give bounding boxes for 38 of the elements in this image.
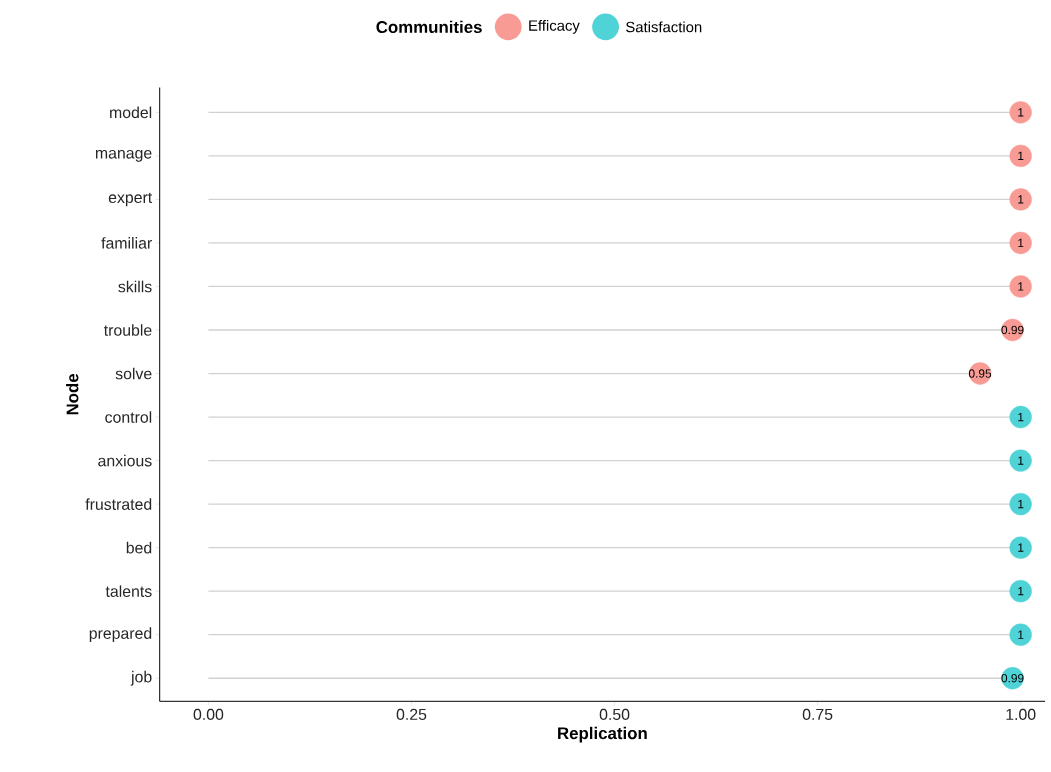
- x-tick-label: 0.00: [193, 708, 224, 721]
- data-label: 1: [1018, 151, 1024, 160]
- x-tick-label: 0.25: [396, 708, 427, 721]
- y-tick-label: familiar: [101, 237, 152, 249]
- y-tick-label: prepared: [89, 627, 152, 643]
- y-tick-label: control: [105, 411, 152, 423]
- y-tick-label: expert: [108, 192, 153, 207]
- data-label: 1: [1018, 238, 1024, 248]
- y-tick-label: model: [110, 106, 152, 119]
- y-tick-label: frustrated: [85, 498, 152, 510]
- legend-label: Efficacy: [529, 19, 580, 34]
- y-tick-label: solve: [115, 367, 152, 380]
- data-label: 1: [1018, 282, 1024, 291]
- data-label: 1: [1018, 500, 1024, 509]
- data-label: 0.99: [1001, 325, 1024, 335]
- data-label: 0.99: [1001, 674, 1024, 683]
- y-tick-label: manage: [95, 150, 152, 162]
- data-label: 1: [1018, 108, 1024, 117]
- data-label: 1: [1018, 587, 1024, 596]
- data-label: 1: [1018, 630, 1024, 639]
- data-label: 1: [1018, 456, 1024, 465]
- y-tick-label: bed: [126, 541, 152, 554]
- legend-title: Communities: [376, 20, 482, 34]
- y-tick-label: job: [130, 670, 152, 686]
- data-label: 1: [1018, 412, 1024, 422]
- y-tick-label: anxious: [98, 454, 152, 467]
- data-label: 0.95: [968, 369, 992, 378]
- x-axis-title: Replication: [558, 726, 647, 743]
- data-label: 1: [1018, 195, 1024, 204]
- y-tick-label: trouble: [103, 324, 152, 336]
- legend-label: Satisfaction: [626, 21, 702, 33]
- y-axis-title: Node: [66, 373, 79, 415]
- x-tick-label: 0.75: [802, 708, 833, 721]
- x-tick-label: 0.50: [599, 708, 630, 721]
- y-tick-label: talents: [105, 585, 152, 598]
- x-tick-label: 1.00: [1006, 708, 1036, 721]
- data-label: 1: [1018, 543, 1024, 552]
- y-tick-label: skills: [118, 280, 152, 293]
